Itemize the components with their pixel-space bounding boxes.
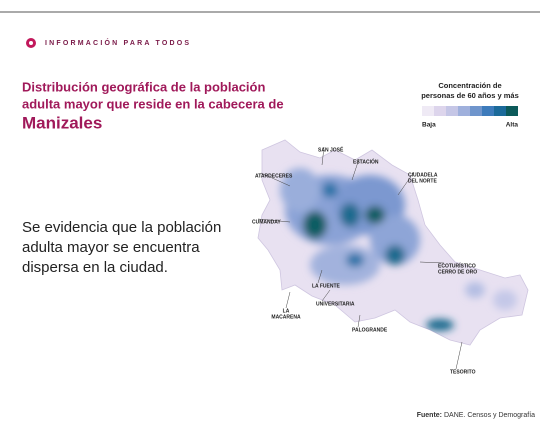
legend-scale	[422, 106, 518, 116]
header: INFORMACIÓN PARA TODOS	[45, 38, 191, 47]
place-label: PALOGRANDE	[352, 327, 388, 333]
place-label: ATARDECERES	[255, 173, 293, 179]
place-label: LA FUENTE	[312, 283, 341, 289]
leader-line	[260, 172, 291, 187]
place-label: UNIVERSITARIA	[316, 301, 355, 307]
place-label: CUMANDAY	[252, 219, 281, 225]
leader-line	[285, 291, 291, 309]
body-line: dispersa en la ciudad.	[22, 259, 168, 276]
map-labels: SAN JOSÉ ESTACIÓN ATARDECERES CIUDADELADEL …	[252, 145, 477, 375]
map	[257, 139, 529, 346]
leader-line	[257, 218, 291, 223]
place-label: DEL NORTE	[408, 178, 437, 184]
source-label: Fuente:	[417, 412, 442, 419]
leader-line	[455, 341, 463, 370]
title-line: Distribución geográfica de la población	[22, 79, 265, 94]
body-line: adulta mayor se encuentra	[22, 239, 200, 256]
place-label: LA	[283, 308, 290, 314]
leader-line	[321, 146, 325, 166]
legend-low: Baja	[422, 122, 436, 129]
place-label: CERRO DE ORO	[438, 269, 477, 275]
legend-high: Alta	[506, 122, 519, 129]
leader-line	[419, 261, 445, 264]
leader-line	[351, 158, 360, 181]
body-line: Se evidencia que la población	[22, 219, 221, 236]
logo-dot	[29, 41, 33, 45]
place-label: CIUDADELA	[408, 172, 438, 178]
place-label: SAN JOSÉ	[318, 145, 344, 153]
place-label: ESTACIÓN	[353, 157, 379, 165]
legend-title: personas de 60 años y más	[421, 91, 519, 100]
leader-line	[321, 289, 331, 302]
place-label: MACARENA	[271, 314, 301, 320]
source-text: DANE. Censos y Demografía	[444, 412, 535, 419]
title-city: Manizales	[22, 113, 102, 132]
leader-line	[397, 171, 415, 196]
leader-line	[357, 314, 361, 328]
legend-title: Concentración de	[438, 81, 501, 90]
place-label: TESORITO	[450, 369, 476, 375]
place-label: ECOTURÍSTICO	[438, 261, 476, 269]
title-line: adulta mayor que reside en la cabecera d…	[22, 96, 284, 111]
leader-line	[317, 269, 323, 284]
